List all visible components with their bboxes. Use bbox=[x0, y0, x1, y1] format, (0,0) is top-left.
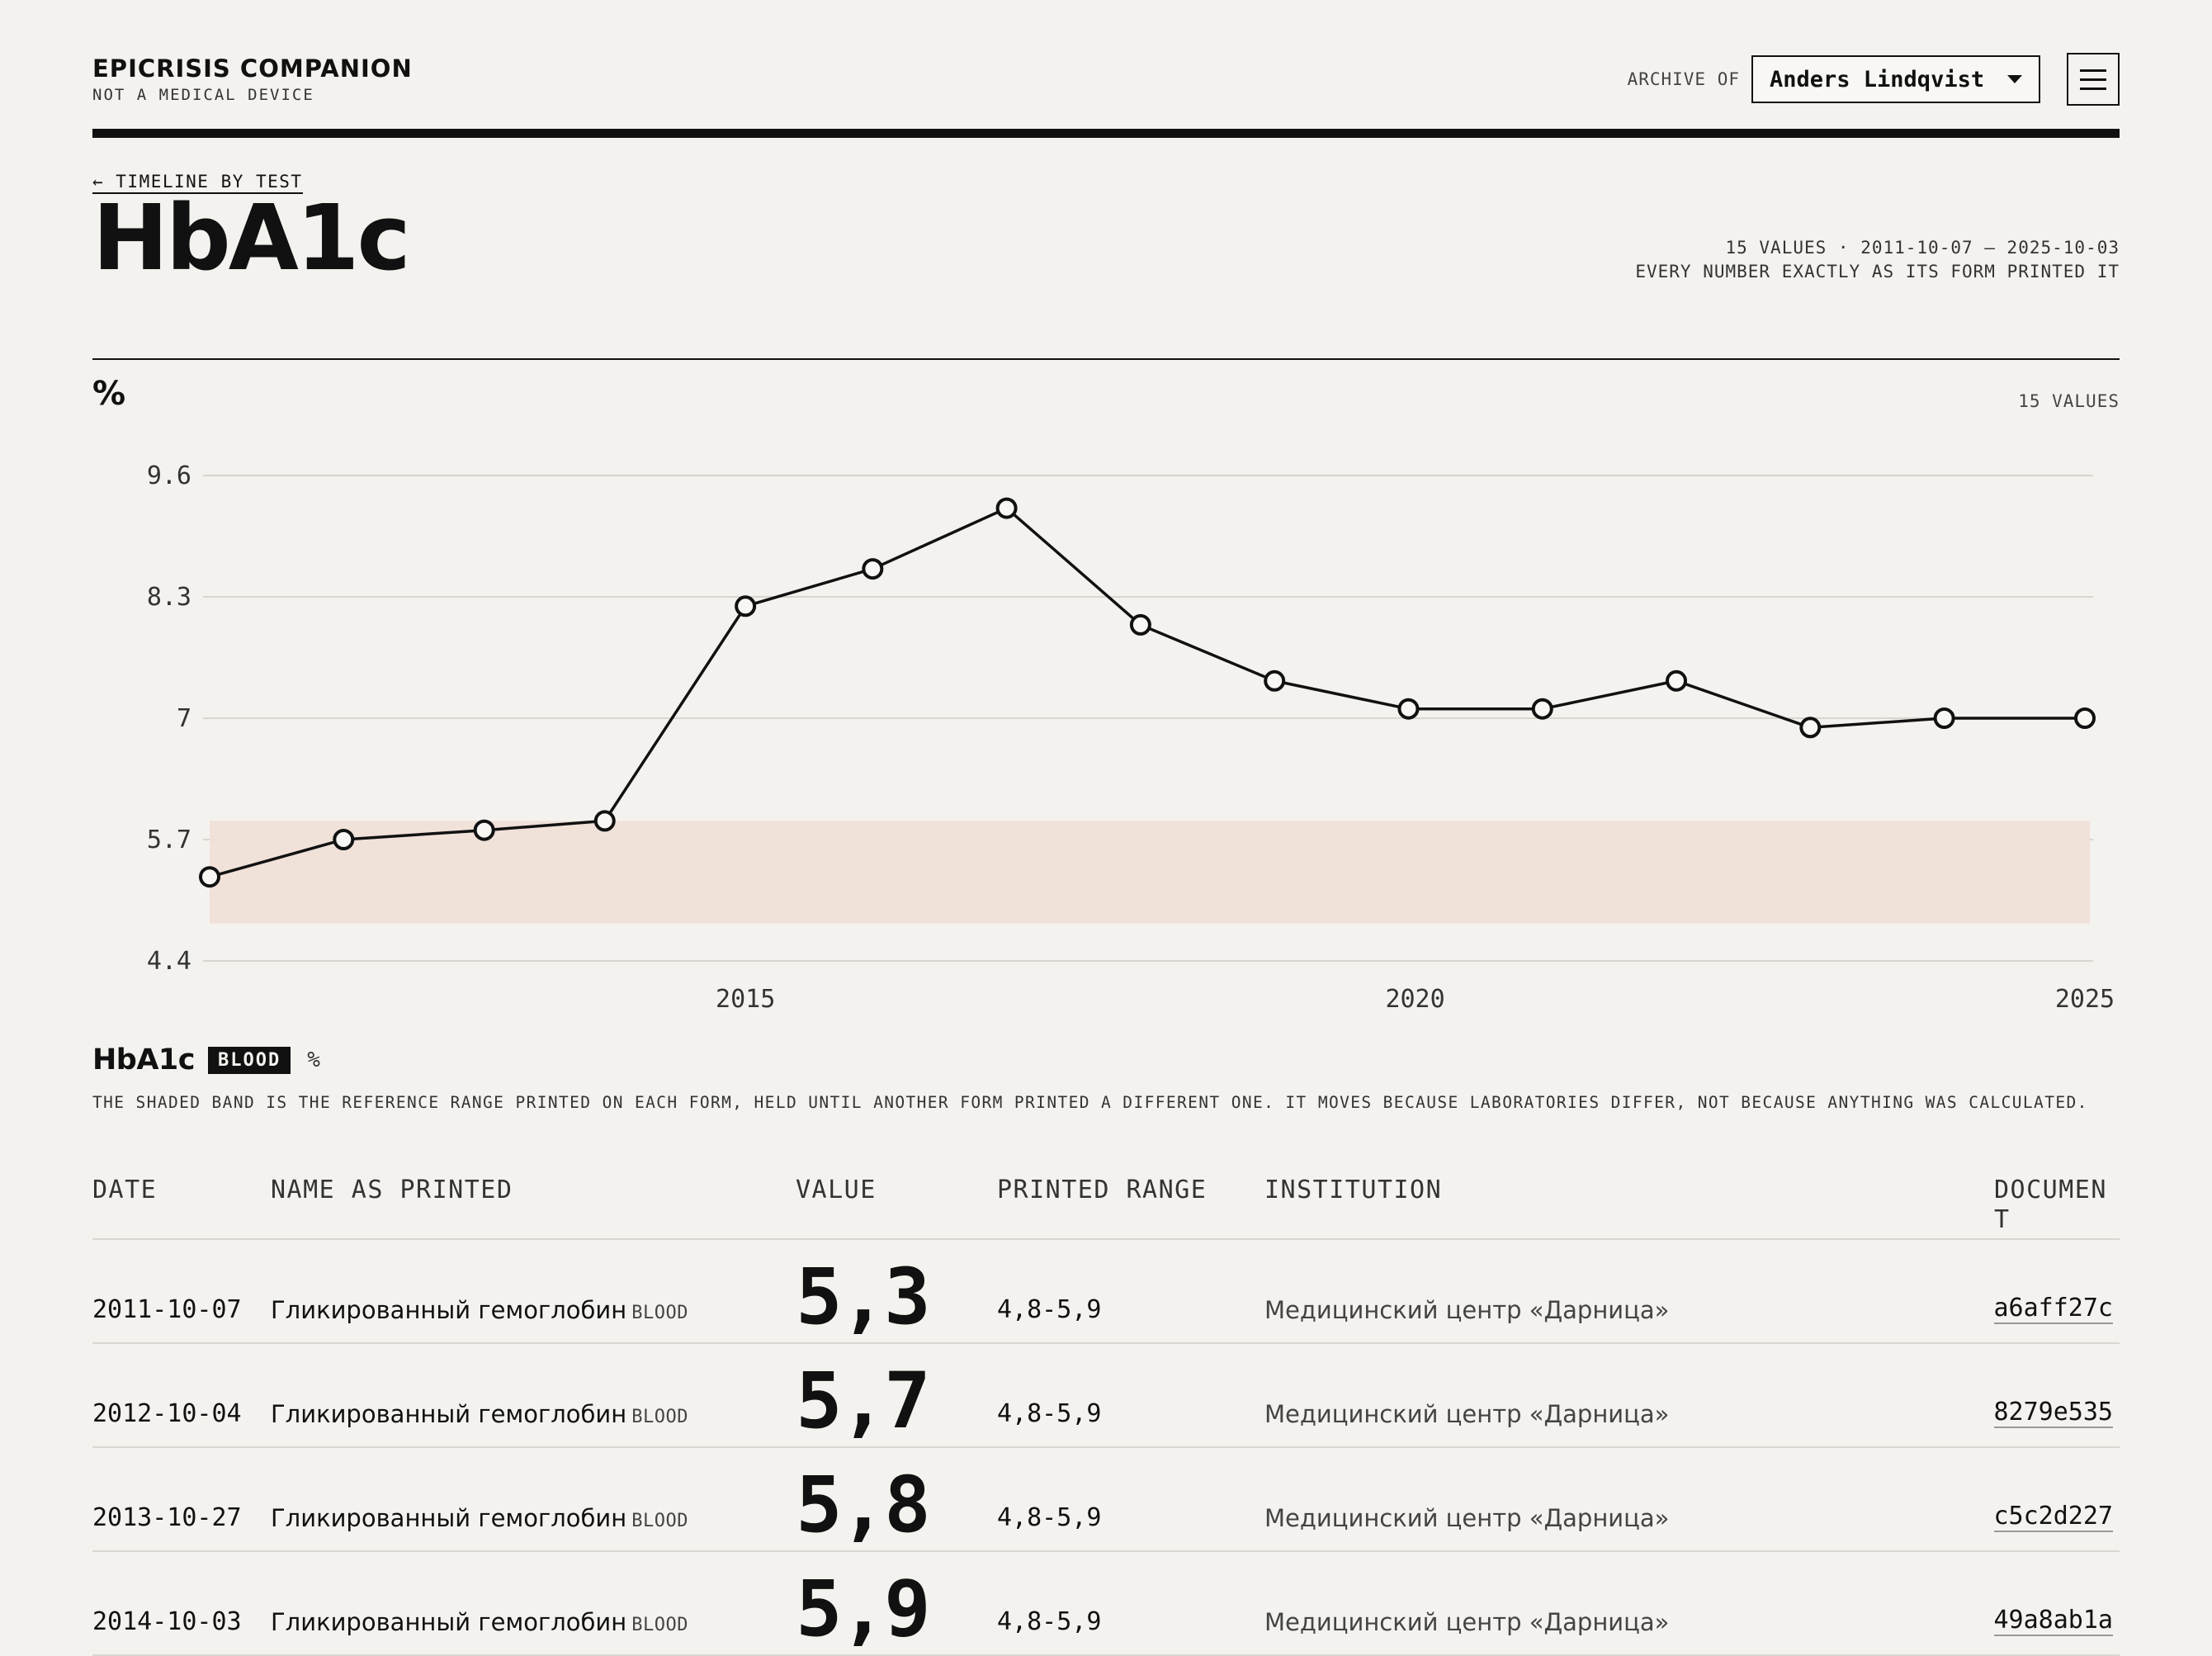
row-name-text: Гликированный гемоглобин bbox=[271, 1608, 627, 1636]
legend-badge: BLOOD bbox=[208, 1046, 291, 1074]
column-header-document[interactable]: DOCUMEN T bbox=[1994, 1176, 2107, 1234]
row-date: 2011-10-07 bbox=[92, 1295, 242, 1324]
row-range: 4,8-5,9 bbox=[997, 1399, 1102, 1428]
column-header-value[interactable]: VALUE bbox=[796, 1176, 877, 1204]
row-institution: Медицинский центр «Дарница» bbox=[1264, 1504, 1670, 1532]
hamburger-icon-bar bbox=[2080, 78, 2106, 81]
row-range: 4,8-5,9 bbox=[997, 1503, 1102, 1532]
data-point bbox=[1666, 669, 1688, 692]
x-tick-label: 2015 bbox=[716, 985, 775, 1014]
row-name-text: Гликированный гемоглобин bbox=[271, 1504, 627, 1532]
chart-legend: HbA1c BLOOD % bbox=[92, 1043, 320, 1076]
caret-down-icon bbox=[2007, 75, 2022, 83]
table-row[interactable]: 2013-10-27 Гликированный гемоглобин BLOOD… bbox=[92, 1448, 2120, 1552]
hamburger-icon-bar bbox=[2080, 69, 2106, 72]
hba1c-line-chart: 9.6 8.3 7 5.7 4.4 2015 2020 2025 bbox=[147, 461, 2115, 1014]
table-header: DATE NAME AS PRINTED VALUE PRINTED RANGE… bbox=[92, 1172, 2120, 1240]
x-tick-label: 2025 bbox=[2055, 985, 2115, 1014]
row-range: 4,8-5,9 bbox=[997, 1295, 1102, 1324]
data-point bbox=[1531, 698, 1553, 720]
x-tick-label: 2020 bbox=[1385, 985, 1444, 1014]
menu-button[interactable] bbox=[2067, 53, 2120, 106]
column-header-range[interactable]: PRINTED RANGE bbox=[997, 1176, 1208, 1204]
reference-band bbox=[210, 821, 2090, 924]
row-specimen-tag: BLOOD bbox=[631, 1511, 688, 1531]
section-divider bbox=[92, 358, 2120, 360]
data-point bbox=[1264, 669, 1286, 692]
table-row[interactable]: 2011-10-07 Гликированный гемоглобин BLOOD… bbox=[92, 1240, 2120, 1344]
reference-band-note: THE SHADED BAND IS THE REFERENCE RANGE P… bbox=[92, 1093, 2088, 1112]
row-institution: Медицинский центр «Дарница» bbox=[1264, 1296, 1670, 1324]
y-tick-label: 9.6 bbox=[147, 461, 191, 490]
data-point bbox=[473, 819, 495, 841]
row-document-link[interactable]: 49a8ab1a bbox=[1993, 1606, 2113, 1636]
legend-name: HbA1c bbox=[92, 1043, 196, 1076]
row-name: Гликированный гемоглобин BLOOD bbox=[271, 1608, 688, 1636]
data-point bbox=[1129, 613, 1151, 636]
row-range: 4,8-5,9 bbox=[997, 1607, 1102, 1636]
row-document-link[interactable]: c5c2d227 bbox=[1993, 1502, 2113, 1532]
brand[interactable]: EPICRISIS COMPANION NOT A MEDICAL DEVICE bbox=[92, 54, 413, 104]
row-date: 2014-10-03 bbox=[92, 1607, 242, 1636]
y-tick-label: 7 bbox=[177, 704, 191, 733]
table-row[interactable]: 2012-10-04 Гликированный гемоглобин BLOOD… bbox=[92, 1344, 2120, 1448]
row-specimen-tag: BLOOD bbox=[631, 1407, 688, 1427]
row-name-text: Гликированный гемоглобин bbox=[271, 1400, 627, 1428]
row-name: Гликированный гемоглобин BLOOD bbox=[271, 1400, 688, 1428]
column-header-institution[interactable]: INSTITUTION bbox=[1264, 1176, 1443, 1204]
row-value: 5,8 bbox=[796, 1460, 931, 1550]
row-date: 2013-10-27 bbox=[92, 1503, 242, 1532]
brand-title: EPICRISIS COMPANION bbox=[92, 54, 413, 83]
row-specimen-tag: BLOOD bbox=[631, 1303, 688, 1323]
y-tick-label: 5.7 bbox=[147, 826, 191, 854]
hamburger-icon-bar bbox=[2080, 87, 2106, 90]
values-table: DATE NAME AS PRINTED VALUE PRINTED RANGE… bbox=[92, 1172, 2120, 1656]
data-point bbox=[2074, 707, 2096, 729]
legend-unit: % bbox=[307, 1048, 320, 1072]
data-point bbox=[593, 810, 616, 832]
chart-values-count: 15 VALUES bbox=[2018, 391, 2120, 411]
row-institution: Медицинский центр «Дарница» bbox=[1264, 1608, 1670, 1636]
row-document-link[interactable]: 8279e535 bbox=[1993, 1398, 2113, 1428]
data-point bbox=[333, 829, 355, 850]
data-point bbox=[1799, 717, 1822, 739]
data-point bbox=[862, 558, 884, 580]
row-date: 2012-10-04 bbox=[92, 1399, 242, 1428]
header-divider bbox=[92, 129, 2120, 138]
archive-label: ARCHIVE OF bbox=[1627, 69, 1740, 89]
data-point bbox=[995, 497, 1018, 519]
chart-unit-label: % bbox=[92, 375, 126, 413]
y-tick-label: 4.4 bbox=[147, 947, 191, 976]
row-name: Гликированный гемоглобин BLOOD bbox=[271, 1296, 688, 1324]
meta-note: EVERY NUMBER EXACTLY AS ITS FORM PRINTED… bbox=[1635, 262, 2120, 282]
row-specimen-tag: BLOOD bbox=[631, 1615, 688, 1635]
row-value: 5,7 bbox=[796, 1356, 931, 1446]
row-document-link[interactable]: a6aff27c bbox=[1993, 1294, 2113, 1324]
page-meta: 15 VALUES · 2011-10-07 – 2025-10-03 EVER… bbox=[1635, 236, 2120, 284]
row-name: Гликированный гемоглобин BLOOD bbox=[271, 1504, 688, 1532]
row-institution: Медицинский центр «Дарница» bbox=[1264, 1400, 1670, 1428]
column-header-date[interactable]: DATE bbox=[92, 1176, 158, 1204]
patient-select[interactable]: Anders Lindqvist bbox=[1751, 55, 2040, 103]
patient-select-value: Anders Lindqvist bbox=[1770, 66, 1985, 92]
row-value: 5,9 bbox=[796, 1564, 931, 1654]
table-row[interactable]: 2014-10-03 Гликированный гемоглобин BLOOD… bbox=[92, 1552, 2120, 1656]
meta-count-range: 15 VALUES · 2011-10-07 – 2025-10-03 bbox=[1725, 238, 2120, 258]
data-point bbox=[735, 595, 757, 617]
page-title: HbA1c bbox=[92, 185, 411, 291]
y-tick-label: 8.3 bbox=[147, 583, 191, 612]
data-point bbox=[1933, 707, 1955, 729]
app-root: EPICRISIS COMPANION NOT A MEDICAL DEVICE… bbox=[92, 0, 2120, 1656]
column-header-name[interactable]: NAME AS PRINTED bbox=[271, 1176, 513, 1204]
data-point bbox=[199, 866, 220, 888]
back-link-timeline[interactable]: ← TIMELINE BY TEST bbox=[92, 172, 303, 194]
row-name-text: Гликированный гемоглобин bbox=[271, 1296, 627, 1324]
brand-subtitle: NOT A MEDICAL DEVICE bbox=[92, 86, 314, 104]
row-value: 5,3 bbox=[796, 1252, 931, 1342]
data-point bbox=[1397, 698, 1420, 720]
